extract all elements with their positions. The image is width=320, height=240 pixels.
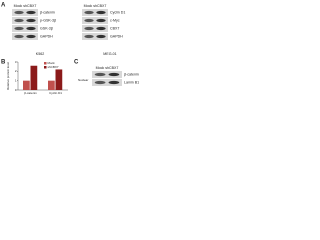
- legend-swatch: [44, 66, 47, 69]
- blot-strip: [92, 79, 122, 86]
- blot-strip: [82, 17, 108, 24]
- band: [96, 34, 106, 39]
- x-tick-label: β-catenin: [24, 91, 37, 95]
- bar: [48, 80, 55, 90]
- band: [84, 26, 94, 31]
- band: [96, 18, 106, 23]
- band: [96, 10, 106, 15]
- band: [26, 10, 36, 15]
- row-label: Cyclin D1: [110, 10, 125, 14]
- blot-strip: [92, 71, 122, 78]
- panel-label: A: [1, 3, 6, 9]
- band: [26, 26, 36, 31]
- blot-strip: [12, 33, 38, 40]
- band: [84, 10, 94, 15]
- band: [26, 18, 36, 23]
- row-label: GSK-3β: [40, 26, 53, 30]
- blot-strip: [12, 9, 38, 16]
- band: [26, 34, 36, 39]
- band: [84, 34, 94, 39]
- x-tick-label: Cyclin D1: [49, 91, 62, 95]
- band: [14, 26, 24, 31]
- row-label: Lamin B1: [124, 80, 139, 84]
- bar: [30, 65, 38, 90]
- band: [108, 72, 120, 77]
- band: [94, 80, 106, 85]
- band: [94, 72, 106, 77]
- band: [108, 80, 120, 85]
- cell-line: K562: [36, 52, 44, 56]
- row-label: GAPDH: [40, 34, 53, 38]
- band: [96, 26, 106, 31]
- legend-swatch: [44, 62, 47, 65]
- cell-line: MEG-01: [103, 52, 116, 56]
- band: [14, 10, 24, 15]
- blot-strip: [82, 33, 108, 40]
- blot-strip: [12, 17, 38, 24]
- row-label: GAPDH: [110, 34, 123, 38]
- y-tick-label: 2: [15, 69, 17, 73]
- row-label: p-GSK-3β: [40, 18, 56, 22]
- band: [84, 18, 94, 23]
- fraction-label: Nuclear: [78, 78, 88, 82]
- bar: [23, 80, 30, 90]
- bar: [55, 69, 63, 90]
- figure: A Mock shCBX7β-cateninp-GSK-3βGSK-3βGAPDH…: [1, 3, 139, 95]
- y-tick-label: 3: [15, 60, 17, 64]
- blot-strip: [12, 25, 38, 32]
- row-label: CBX7: [110, 26, 119, 30]
- y-axis-label: Relative protein level: [6, 62, 10, 90]
- row-label: c-Myc: [110, 18, 120, 22]
- blot-header: Mock shCBX7: [84, 4, 107, 8]
- band: [14, 34, 24, 39]
- blot-header: Mock shCBX7: [96, 66, 119, 70]
- panel-label: B: [1, 60, 6, 66]
- blot-strip: [82, 9, 108, 16]
- panel-label: C: [74, 60, 79, 66]
- row-label: β-catenin: [40, 10, 55, 14]
- blot-strip: [82, 25, 108, 32]
- row-label: β-catenin: [124, 72, 139, 76]
- y-tick-label: 1: [15, 78, 17, 82]
- band: [14, 18, 24, 23]
- y-tick-label: 0: [15, 88, 17, 92]
- blot-header: Mock shCBX7: [14, 4, 37, 8]
- legend-label: shCBX7: [48, 65, 59, 69]
- legend-label: Mock: [48, 61, 56, 65]
